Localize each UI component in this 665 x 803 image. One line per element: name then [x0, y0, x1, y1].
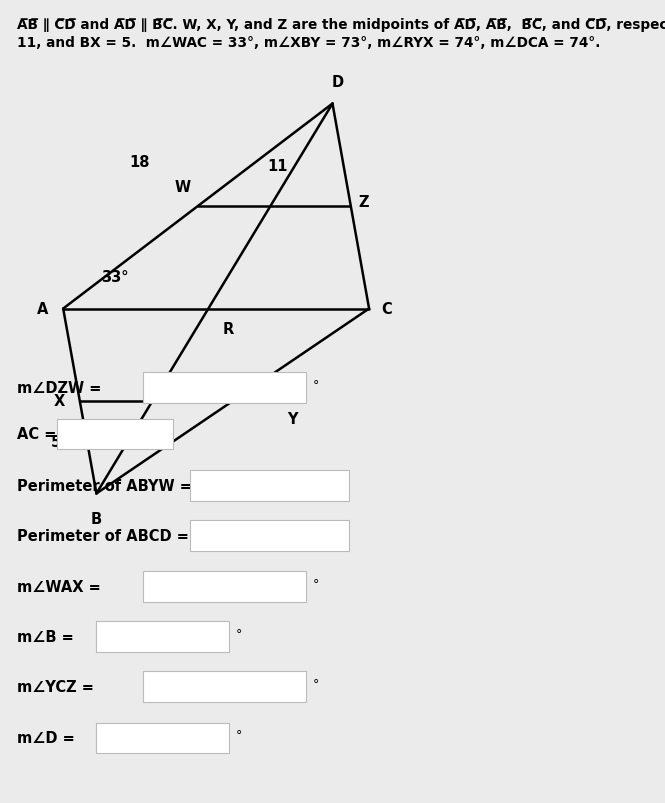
- Text: Perimeter of ABCD =: Perimeter of ABCD =: [17, 528, 188, 543]
- FancyBboxPatch shape: [143, 671, 306, 702]
- Text: D: D: [332, 75, 344, 90]
- FancyBboxPatch shape: [143, 572, 306, 602]
- Text: C: C: [381, 302, 392, 316]
- Text: m∠WAX =: m∠WAX =: [17, 580, 100, 594]
- FancyBboxPatch shape: [143, 373, 306, 403]
- Text: m∠YCZ =: m∠YCZ =: [17, 679, 94, 694]
- FancyBboxPatch shape: [96, 723, 229, 753]
- Text: °: °: [313, 378, 319, 391]
- Text: AC =: AC =: [17, 427, 56, 442]
- Text: °: °: [236, 728, 243, 741]
- Text: R: R: [223, 321, 234, 336]
- FancyBboxPatch shape: [190, 471, 349, 501]
- Text: 18: 18: [130, 155, 150, 169]
- Text: Z: Z: [358, 195, 369, 210]
- Text: X: X: [54, 394, 65, 409]
- Text: B: B: [91, 512, 102, 527]
- Text: 5: 5: [51, 434, 61, 449]
- Text: Y: Y: [287, 411, 298, 426]
- Text: °: °: [313, 677, 319, 690]
- FancyBboxPatch shape: [57, 419, 173, 450]
- Text: Perimeter of ABYW =: Perimeter of ABYW =: [17, 479, 192, 493]
- FancyBboxPatch shape: [96, 622, 229, 652]
- Text: 74°: 74°: [186, 372, 213, 387]
- Text: A: A: [37, 302, 49, 316]
- Text: °: °: [313, 577, 319, 590]
- Text: 11, and BX = 5.  m∠WAC = 33°, m∠XBY = 73°, m∠RYX = 74°, m∠DCA = 74°.: 11, and BX = 5. m∠WAC = 33°, m∠XBY = 73°…: [17, 36, 600, 50]
- Text: W: W: [175, 179, 191, 194]
- Text: 11: 11: [268, 159, 288, 173]
- Text: m∠DZW =: m∠DZW =: [17, 381, 101, 395]
- Text: m∠B =: m∠B =: [17, 630, 73, 644]
- Text: A̅B̅ ∥ C̅D̅ and A̅D̅ ∥ B̅C̅. W, X, Y, and Z are the midpoints of A̅D̅, A̅B̅,  B̅: A̅B̅ ∥ C̅D̅ and A̅D̅ ∥ B̅C̅. W, X, Y, an…: [17, 18, 665, 31]
- FancyBboxPatch shape: [190, 520, 349, 551]
- Text: °: °: [236, 627, 243, 640]
- Text: 33°: 33°: [101, 270, 128, 284]
- Text: m∠D =: m∠D =: [17, 731, 74, 745]
